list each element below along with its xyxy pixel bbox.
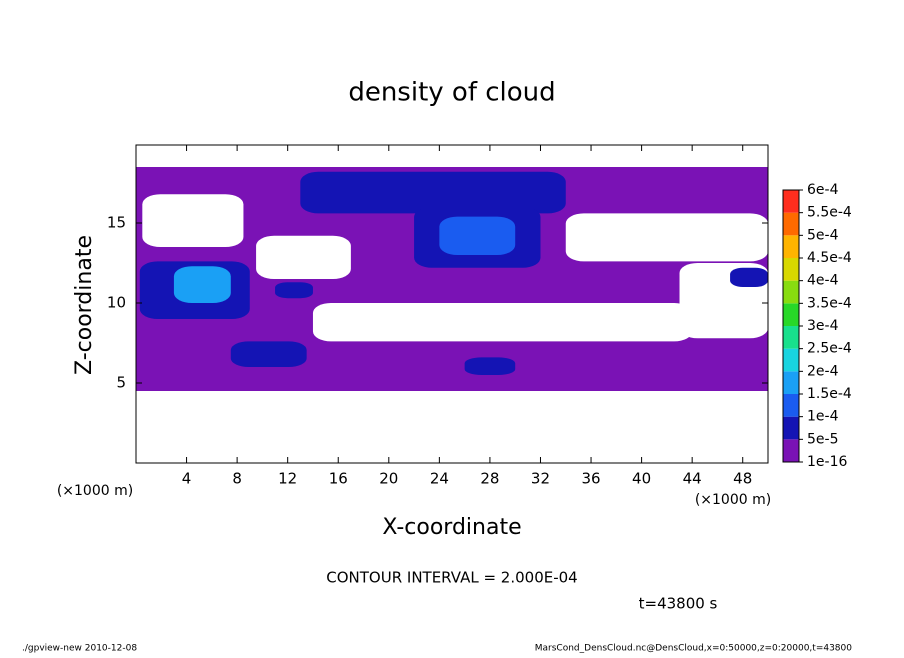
colorbar-label: 5.5e-4 [807,205,852,221]
x-tick-label: 40 [632,470,651,488]
y-unit: (×1000 m) [57,483,133,499]
contour-region [230,341,307,367]
colorbar-band [783,394,799,417]
colorbar-band [783,303,799,326]
colorbar-label: 1e-16 [807,454,847,470]
colorbar-label: 4.5e-4 [807,250,852,266]
contour-region [256,235,351,279]
x-tick-label: 48 [733,470,752,488]
colorbar-label: 2e-4 [807,363,839,379]
colorbar-label: 3.5e-4 [807,295,852,311]
x-tick-label: 16 [329,470,348,488]
colorbar-band [783,235,799,258]
contour-region [565,213,768,262]
x-tick-label: 8 [232,470,242,488]
x-unit: (×1000 m) [695,492,771,508]
contour-region [275,282,313,299]
colorbar-label: 5e-4 [807,227,839,243]
contour-region [439,216,516,255]
colorbar-label: 3e-4 [807,318,839,334]
y-tick-label: 15 [107,214,126,232]
x-tick-label: 36 [581,470,600,488]
x-tick-label: 12 [278,470,297,488]
contour-region [730,267,768,287]
x-tick-label: 4 [182,470,192,488]
contour-region [173,266,231,303]
colorbar-band [783,190,799,213]
contour-region [142,194,244,247]
time-label: t=43800 s [639,595,718,613]
contour-region [300,171,566,214]
x-tick-label: 24 [430,470,449,488]
colorbar-band [783,348,799,372]
x-tick-label: 44 [683,470,702,488]
y-tick-label: 10 [107,294,126,312]
footer-left: ./gpview-new 2010-12-08 [22,644,137,654]
footer-right: MarsCond_DensCloud.nc@DensCloud,x=0:5000… [535,644,852,654]
plot-frame [135,144,769,464]
colorbar-label: 6e-4 [807,182,839,198]
colorbar-label: 2.5e-4 [807,341,852,357]
colorbar-label: 5e-5 [807,431,838,447]
y-tick-label: 5 [116,374,126,392]
y-axis-label: Z-coordinate [72,235,97,375]
chart-title: density of cloud [348,78,555,108]
colorbar-band [783,280,799,304]
colorbar-band [783,439,799,462]
colorbar-band [783,212,799,236]
colorbar-band [783,258,799,281]
colorbar-label: 1.5e-4 [807,386,852,402]
x-axis-label: X-coordinate [382,515,521,540]
x-tick-label: 32 [531,470,550,488]
colorbar-band [783,371,799,394]
colorbar-label: 4e-4 [807,273,839,289]
colorbar-band [783,326,799,349]
x-tick-label: 20 [379,470,398,488]
colorbar-label: 1e-4 [807,409,839,425]
x-tick-label: 28 [480,470,499,488]
contour-region [464,357,516,375]
colorbar-band [783,416,799,440]
contour-region [312,303,693,342]
annotation: CONTOUR INTERVAL = 2.000E-04 [326,569,577,587]
